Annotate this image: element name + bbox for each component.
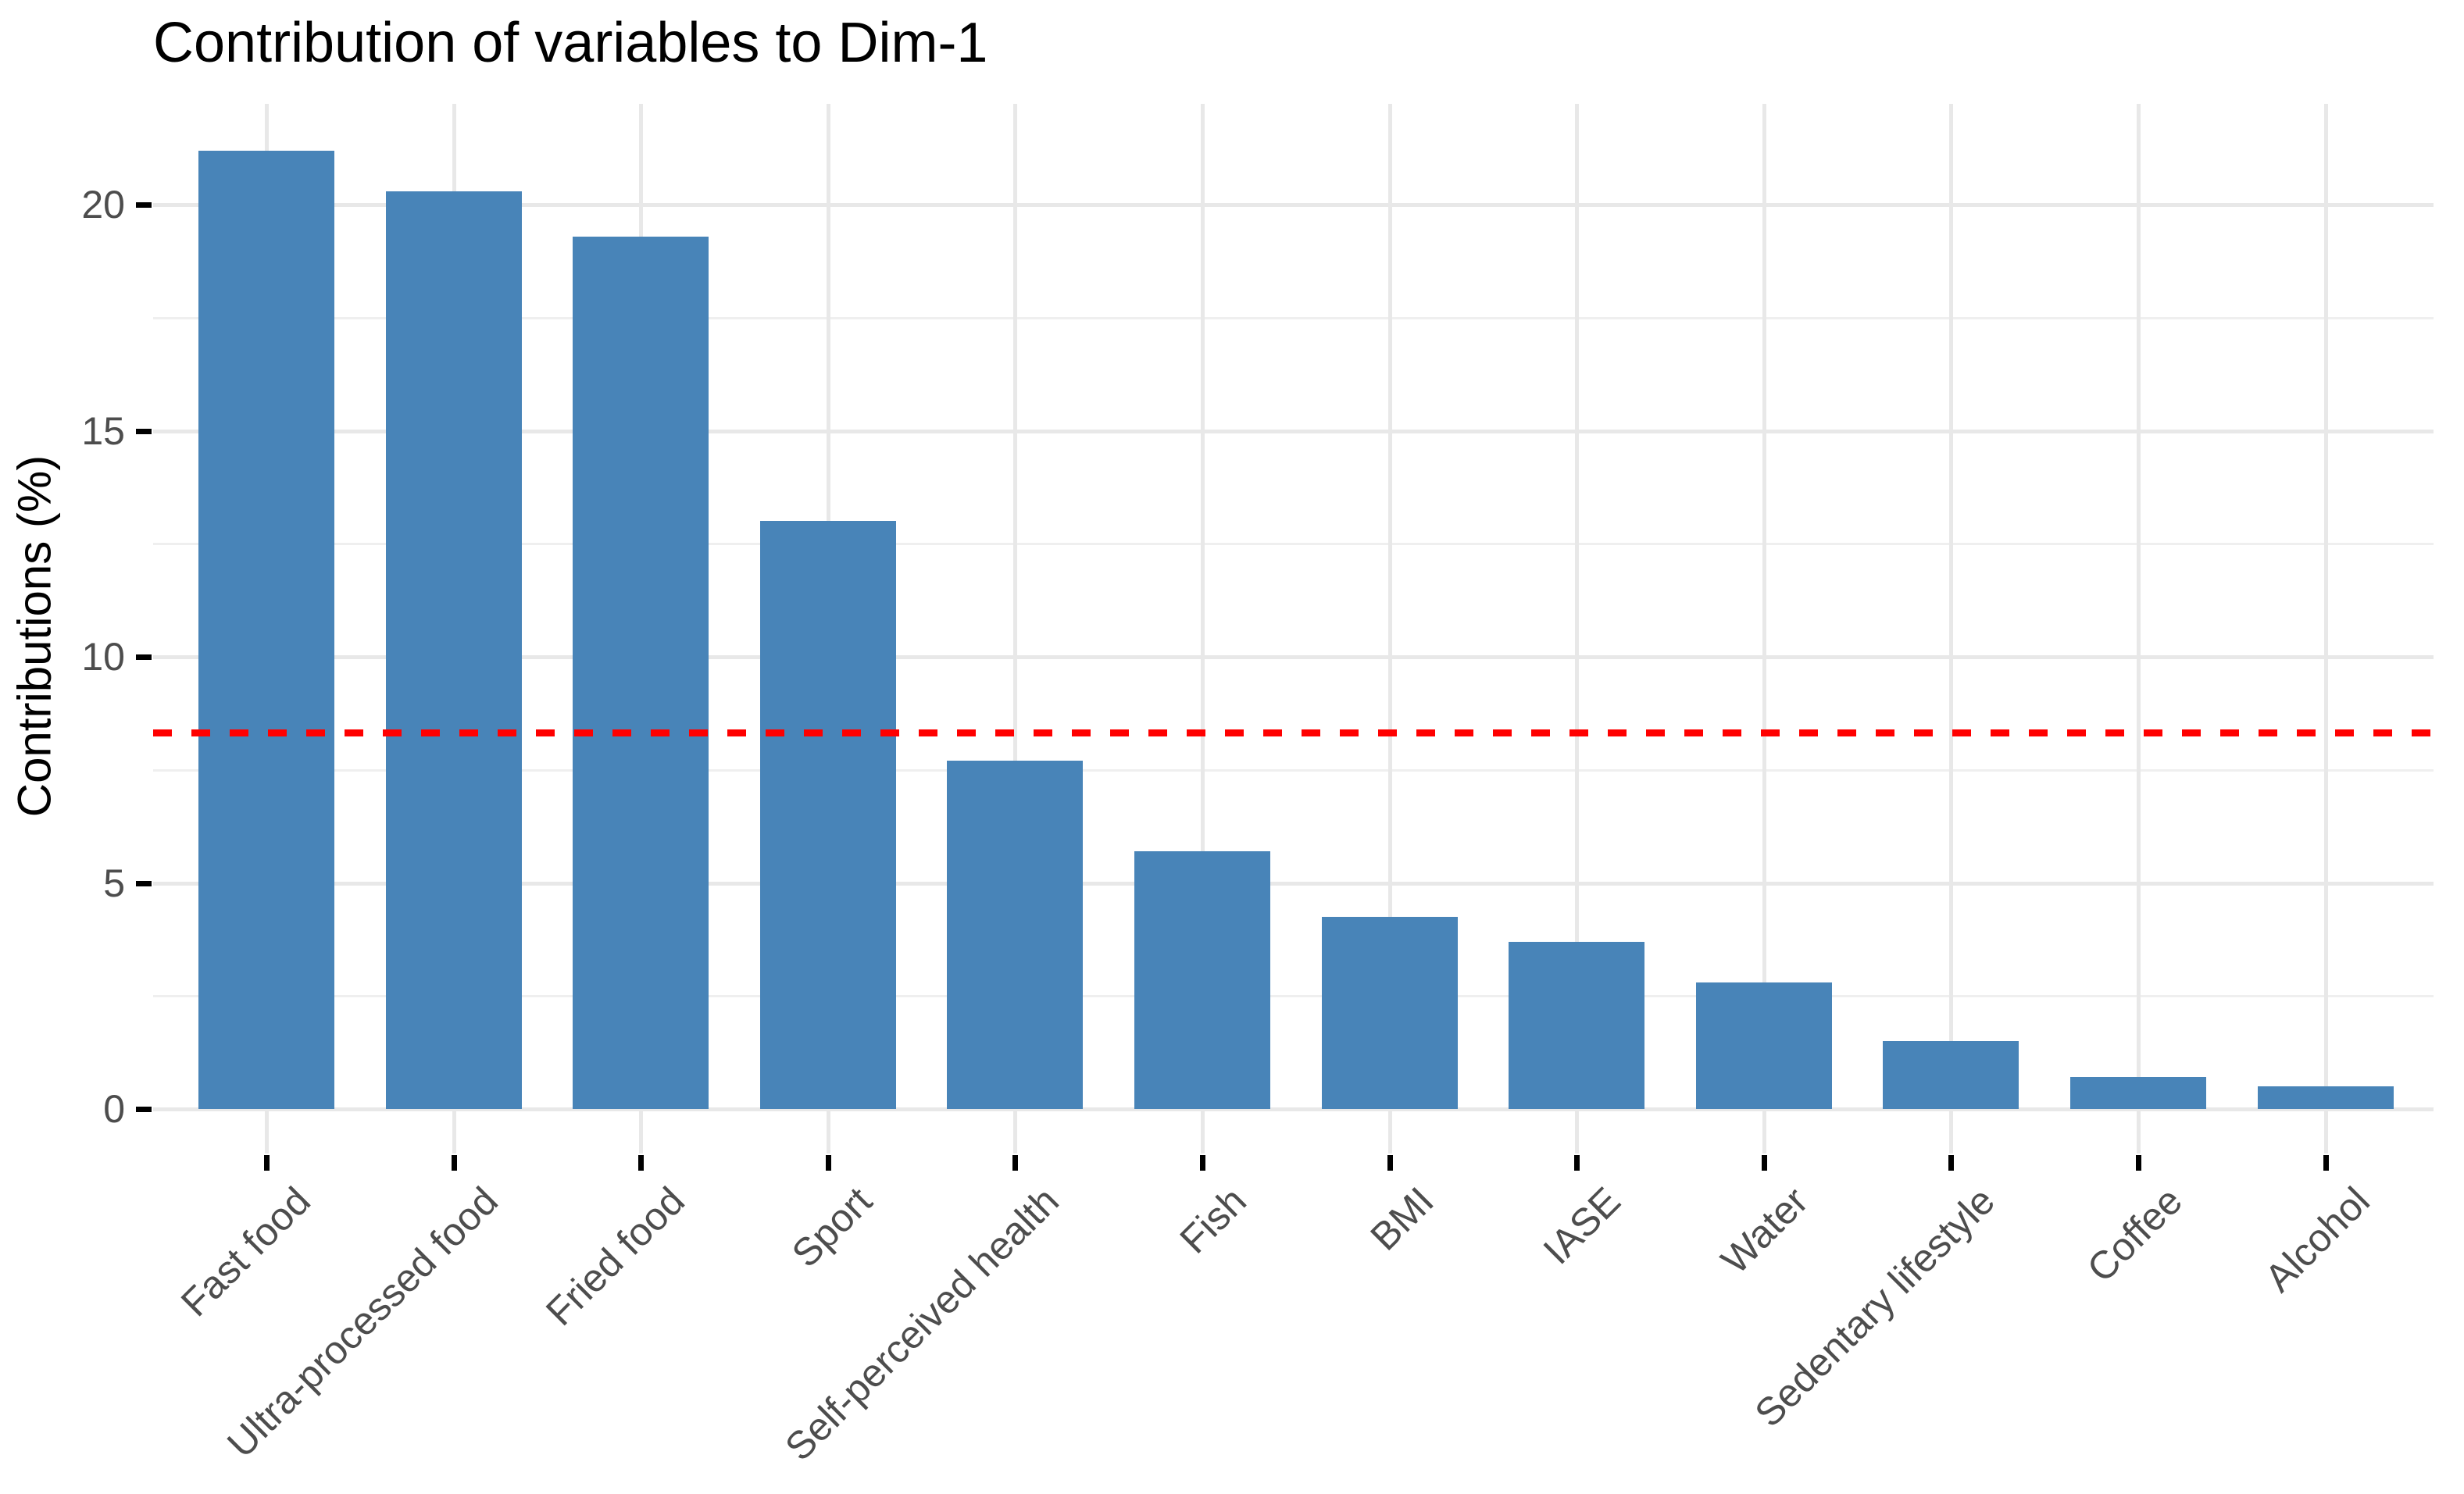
gridline-category xyxy=(2137,104,2141,1153)
x-tick xyxy=(451,1155,457,1171)
bar-fast-food xyxy=(198,150,334,1109)
x-tick xyxy=(1012,1155,1019,1171)
bar-sedentary-lifestyle xyxy=(1883,1041,2019,1109)
y-tick-label: 0 xyxy=(103,1087,125,1131)
gridline-major xyxy=(153,429,2434,433)
gridline-category xyxy=(1387,104,1392,1153)
y-tick xyxy=(136,428,152,434)
y-tick-label: 20 xyxy=(81,183,125,226)
bar-sport xyxy=(759,521,896,1109)
gridline-major xyxy=(153,1107,2434,1111)
y-tick xyxy=(136,654,152,660)
x-tick xyxy=(1200,1155,1205,1171)
y-tick-label: 5 xyxy=(103,861,125,905)
x-tick xyxy=(825,1155,831,1171)
gridline-major xyxy=(153,655,2434,659)
bar-self-perceived-health xyxy=(947,761,1084,1109)
bar-ultra-processed-food xyxy=(385,191,522,1109)
gridline-category xyxy=(1201,104,1205,1153)
bar-fried-food xyxy=(573,236,709,1109)
gridline-major xyxy=(153,203,2434,207)
y-tick xyxy=(136,880,152,886)
x-tick xyxy=(2136,1155,2141,1171)
y-axis-title: Contributions (%) xyxy=(8,455,61,818)
y-tick xyxy=(136,1107,152,1112)
x-tick xyxy=(1574,1155,1580,1171)
gridline-category xyxy=(2323,104,2328,1153)
y-tick xyxy=(136,202,152,208)
x-tick xyxy=(2323,1155,2329,1171)
bar-bmi xyxy=(1321,916,1458,1109)
gridline-major xyxy=(153,881,2434,886)
bar-coffee xyxy=(2070,1077,2206,1109)
gridline-category xyxy=(1575,104,1580,1153)
reference-line xyxy=(153,729,2434,736)
gridline-minor xyxy=(153,316,2434,319)
gridline-minor xyxy=(153,995,2434,998)
x-tick xyxy=(264,1155,270,1171)
x-tick xyxy=(1387,1155,1393,1171)
gridline-category xyxy=(1013,104,1018,1153)
bar-iase xyxy=(1509,941,1645,1109)
x-tick xyxy=(1761,1155,1767,1171)
y-tick-label: 10 xyxy=(81,635,125,679)
x-tick-label: Fast food xyxy=(172,1178,319,1325)
gridline-category xyxy=(1762,104,1766,1153)
x-tick xyxy=(638,1155,645,1171)
y-tick-label: 15 xyxy=(81,408,125,453)
bar-water xyxy=(1695,982,1832,1109)
bar-fish xyxy=(1134,850,1270,1109)
chart-title: Contribution of variables to Dim-1 xyxy=(153,12,988,74)
bar-alcohol xyxy=(2257,1086,2394,1109)
x-tick xyxy=(1948,1155,1955,1171)
gridline-category xyxy=(1949,104,1954,1153)
gridline-minor xyxy=(153,543,2434,546)
gridline-minor xyxy=(153,768,2434,772)
